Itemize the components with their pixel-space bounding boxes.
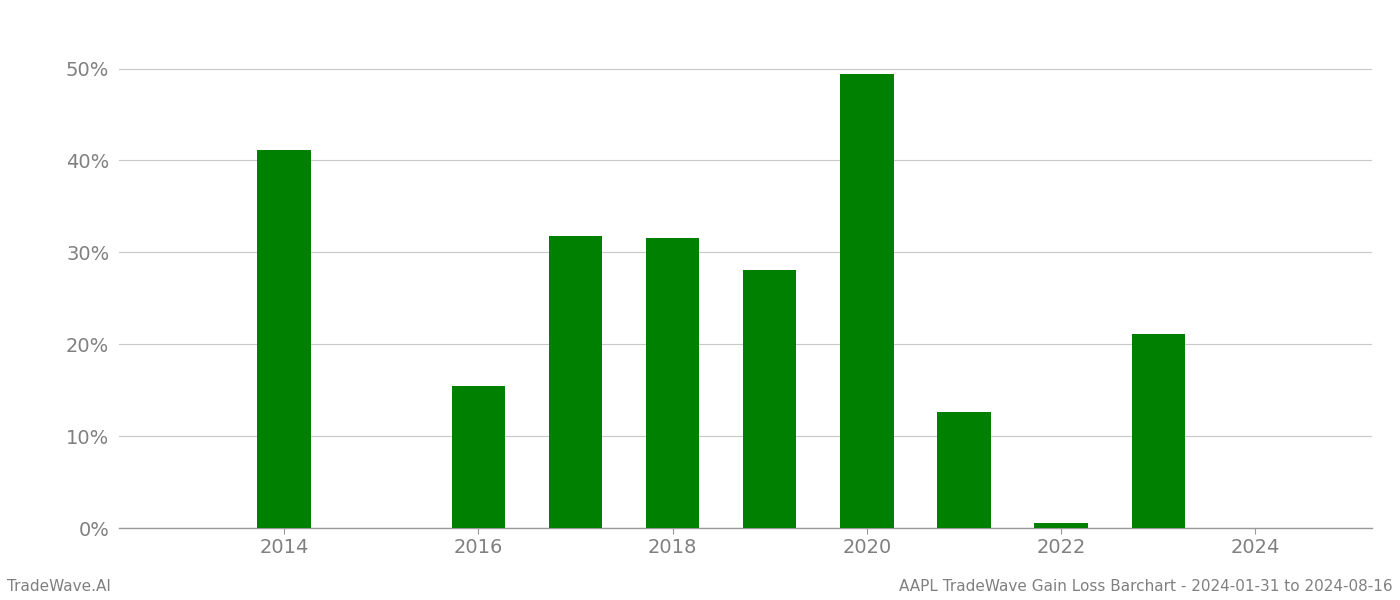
Bar <box>549 236 602 528</box>
Text: TradeWave.AI: TradeWave.AI <box>7 579 111 594</box>
Bar <box>258 151 311 528</box>
Bar <box>743 270 797 528</box>
Bar <box>840 74 893 528</box>
Bar <box>1131 334 1184 528</box>
Bar <box>1035 523 1088 528</box>
Bar <box>938 412 991 528</box>
Text: AAPL TradeWave Gain Loss Barchart - 2024-01-31 to 2024-08-16: AAPL TradeWave Gain Loss Barchart - 2024… <box>899 579 1393 594</box>
Bar <box>452 386 505 528</box>
Bar <box>645 238 700 528</box>
